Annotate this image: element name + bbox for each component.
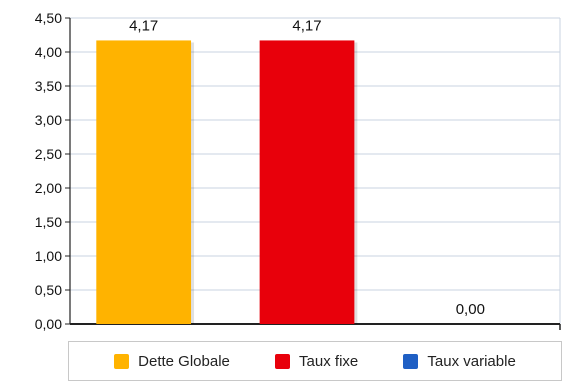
legend-item: Taux variable	[403, 352, 516, 370]
legend-item: Taux fixe	[275, 353, 358, 370]
legend-label: Taux variable	[427, 352, 516, 370]
y-tick-label: 0,50	[35, 282, 62, 298]
y-tick-label: 0,00	[35, 316, 62, 332]
legend-label: Dette Globale	[138, 352, 230, 370]
bar-chart: 0,00 0,50 1,00 1,50 2,00 2,50 3,00 3,50 4,00 4,50…	[35, 10, 561, 332]
legend-label: Taux fixe	[299, 352, 359, 370]
y-tick-label: 3,00	[35, 112, 62, 128]
data-label: 4,17	[129, 17, 158, 34]
y-tick-label: 4,50	[35, 10, 62, 26]
legend-swatch	[403, 353, 419, 369]
y-tick-label: 1,00	[35, 248, 62, 264]
chart-legend: Dette Globale Taux fixe Taux variable	[68, 341, 562, 381]
data-label: 0,00	[456, 301, 485, 318]
y-tick-label: 1,50	[35, 214, 62, 230]
bar-2	[259, 40, 355, 324]
legend-swatch	[114, 353, 130, 369]
y-tick-label: 2,50	[35, 146, 62, 162]
y-tick-label: 4,00	[35, 44, 62, 60]
y-tick-label: 3,50	[35, 78, 62, 94]
bar-1	[96, 40, 192, 324]
legend-item: Dette Globale	[114, 353, 230, 370]
legend-swatch	[275, 353, 291, 369]
y-tick-label: 2,00	[35, 180, 62, 196]
data-label: 4,17	[292, 17, 321, 34]
